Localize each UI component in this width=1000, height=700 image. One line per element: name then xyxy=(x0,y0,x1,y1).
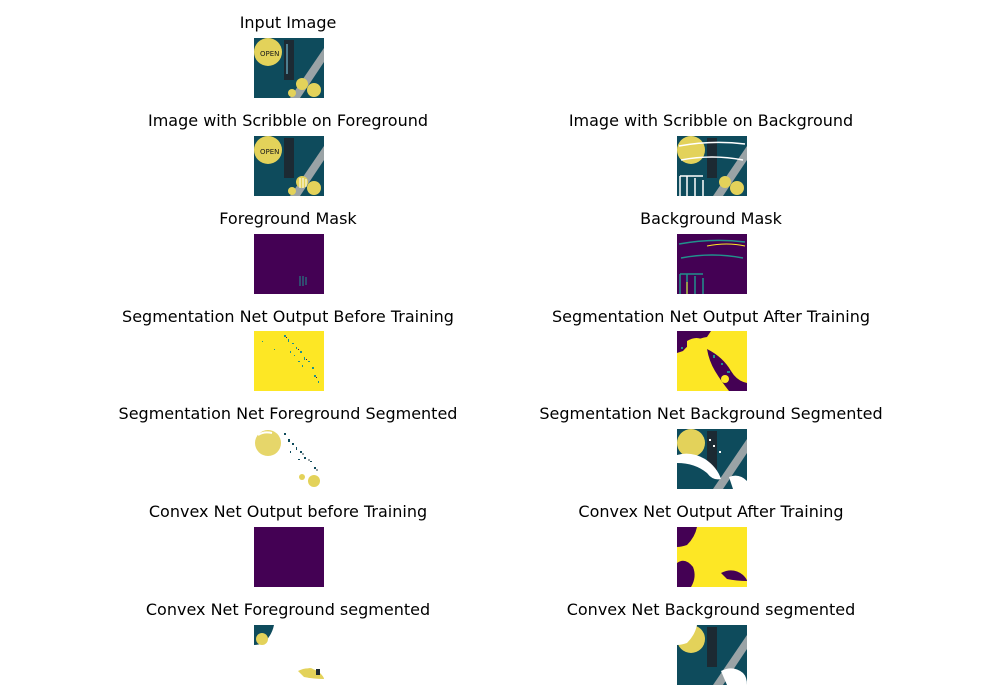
foreground-mask xyxy=(254,234,324,294)
title-input-image: Input Image xyxy=(239,13,337,32)
convex-foreground-segmented xyxy=(254,625,324,685)
title-seg-background: Segmentation Net Background Segmented xyxy=(539,404,883,423)
svg-text:OPEN: OPEN xyxy=(260,50,279,58)
seg-background-segmented xyxy=(677,429,747,489)
title-convex-before: Convex Net Output before Training xyxy=(148,502,428,521)
title-seg-after: Segmentation Net Output After Training xyxy=(551,307,871,326)
convex-output-before xyxy=(254,527,324,587)
title-seg-foreground: Segmentation Net Foreground Segmented xyxy=(118,404,458,423)
title-background-mask: Background Mask xyxy=(640,209,782,228)
scribble-background-image xyxy=(677,136,747,196)
title-convex-foreground: Convex Net Foreground segmented xyxy=(145,600,431,619)
title-convex-after: Convex Net Output After Training xyxy=(578,502,844,521)
title-convex-background: Convex Net Background segmented xyxy=(566,600,856,619)
seg-foreground-segmented xyxy=(254,429,324,489)
title-scribble-background: Image with Scribble on Background xyxy=(568,111,854,130)
title-seg-before: Segmentation Net Output Before Training xyxy=(122,307,454,326)
seg-output-before xyxy=(254,331,324,391)
title-scribble-foreground: Image with Scribble on Foreground xyxy=(147,111,429,130)
convex-background-segmented xyxy=(677,625,747,685)
background-mask xyxy=(677,234,747,294)
scribble-foreground-image: OPEN xyxy=(254,136,324,196)
title-foreground-mask: Foreground Mask xyxy=(219,209,357,228)
input-image: OPEN xyxy=(254,38,324,98)
svg-text:OPEN: OPEN xyxy=(260,148,279,156)
convex-output-after xyxy=(677,527,747,587)
seg-output-after xyxy=(677,331,747,391)
